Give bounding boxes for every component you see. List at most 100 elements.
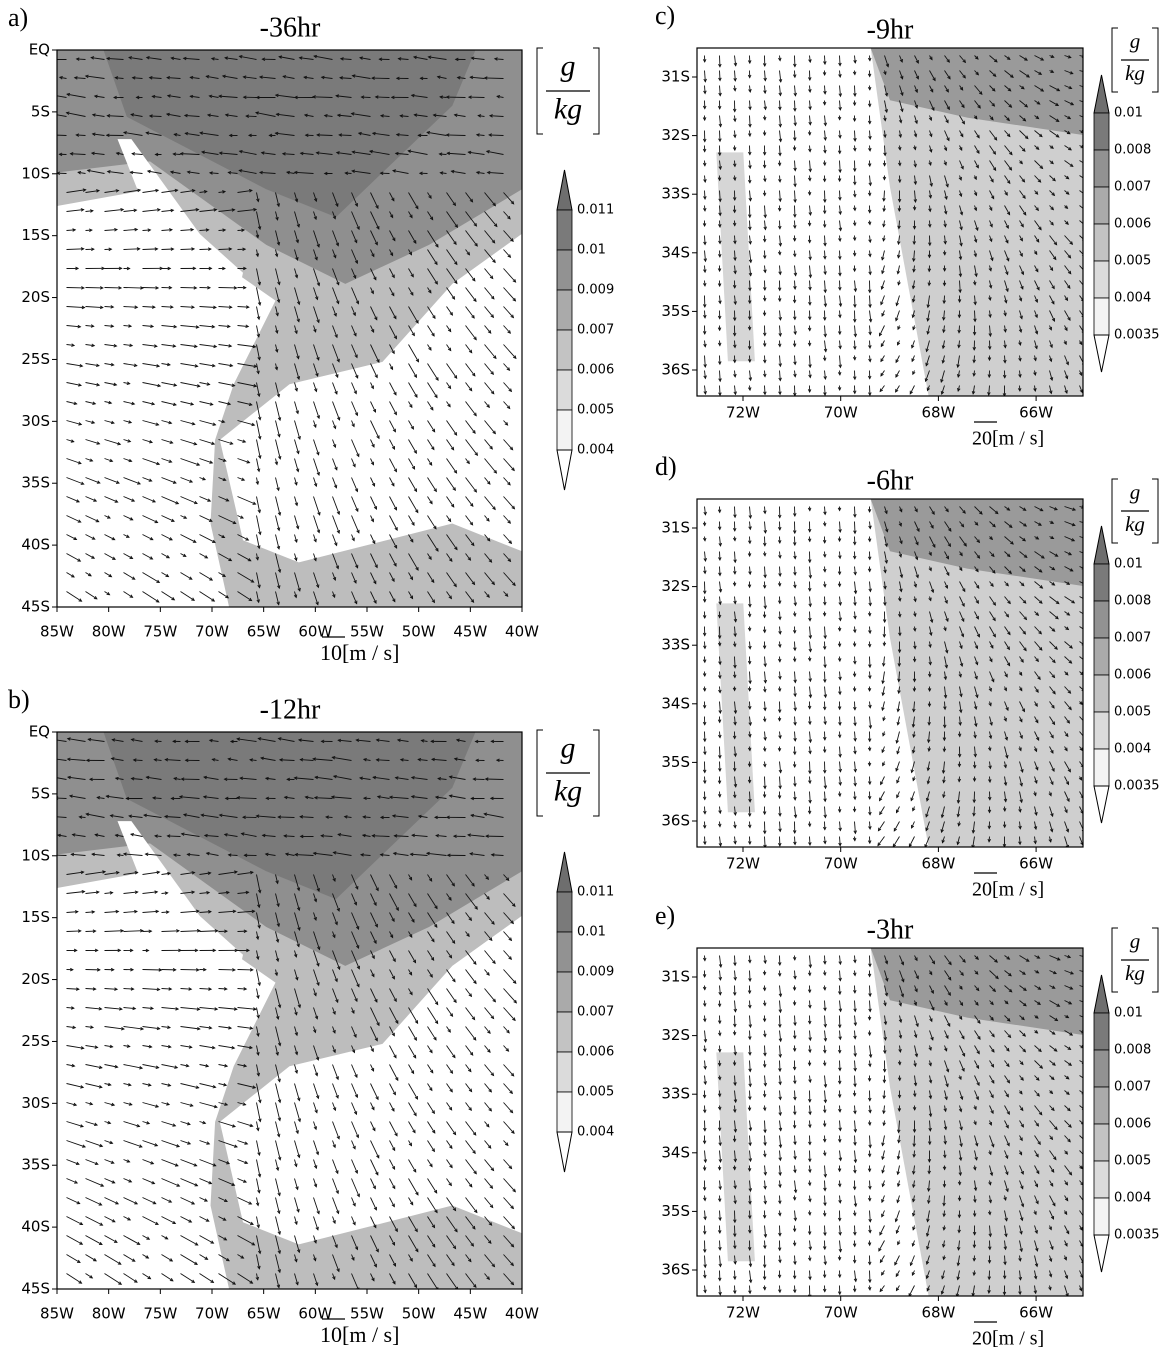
vector-head — [1085, 583, 1088, 585]
unit-bracket — [537, 48, 543, 134]
panel: b)-12hrEQ5S10S15S20S25S30S35S40S45S85W80… — [8, 685, 614, 1347]
y-tick-label: 20S — [21, 288, 50, 306]
y-tick-label: 40S — [21, 1218, 50, 1236]
andes-mask — [828, 499, 863, 770]
vector-head — [1083, 659, 1086, 662]
colorbar-segment — [1094, 224, 1109, 261]
unit-denominator: kg — [1125, 61, 1145, 85]
wind-vector — [167, 836, 180, 837]
colorbar-label: 0.005 — [1114, 254, 1151, 269]
y-tick-label: 15S — [21, 226, 50, 244]
y-tick-label: 30S — [21, 412, 50, 430]
unit-bracket — [1112, 28, 1118, 92]
x-tick-label: 65W — [247, 623, 281, 641]
x-tick-label: 55W — [350, 623, 384, 641]
wind-vector — [67, 931, 81, 932]
vector-head — [1084, 209, 1087, 212]
wind-vector — [489, 135, 503, 136]
colorbar-label: 0.011 — [577, 203, 614, 218]
y-tick-label: EQ — [29, 41, 50, 59]
colorbar-segment — [1094, 113, 1109, 150]
x-tick-label: 45W — [453, 623, 487, 641]
y-tick-label: 45S — [21, 598, 50, 616]
vector-head — [1085, 179, 1088, 182]
x-tick-label: 72W — [726, 404, 760, 422]
x-tick-label: 65W — [247, 1305, 281, 1323]
y-tick-label: 33S — [661, 185, 690, 203]
y-tick-label: 10S — [21, 164, 50, 182]
colorbar-segment — [1094, 150, 1109, 187]
y-tick-label: EQ — [29, 723, 50, 741]
colorbar-segment — [557, 290, 572, 330]
reference-vector-label: 10[m / s] — [320, 640, 399, 665]
colorbar-extension — [557, 852, 572, 892]
colorbar-segment — [557, 210, 572, 250]
y-tick-label: 40S — [21, 536, 50, 554]
wind-vector — [485, 78, 504, 79]
panel: c)-9hr31S32S33S34S35S36S72W70W68W66W20[m… — [655, 1, 1160, 450]
x-tick-label: 68W — [921, 404, 955, 422]
x-tick-label: 85W — [40, 623, 74, 641]
x-tick-label: 70W — [195, 1305, 229, 1323]
x-tick-label: 70W — [195, 623, 229, 641]
vector-head — [1084, 194, 1087, 197]
colorbar-label: 0.006 — [577, 363, 614, 378]
colorbar-label: 0.01 — [577, 925, 606, 940]
wind-vector — [317, 135, 332, 136]
vector-head — [1084, 70, 1087, 73]
vector-head — [53, 738, 56, 741]
wind-vector — [162, 249, 174, 250]
unit-numerator: g — [1130, 29, 1141, 53]
unit-bracket — [537, 730, 543, 816]
unit-denominator: kg — [554, 775, 582, 808]
x-tick-label: 40W — [505, 1305, 539, 1323]
x-tick-label: 75W — [143, 1305, 177, 1323]
map — [697, 499, 1089, 848]
vector-head — [1084, 116, 1087, 118]
panel-title: -12hr — [260, 694, 321, 725]
y-tick-label: 45S — [21, 1280, 50, 1298]
vector-head — [1084, 286, 1087, 289]
colorbar-extension — [557, 1132, 572, 1172]
x-tick-label: 40W — [505, 623, 539, 641]
vector-head — [51, 776, 54, 779]
wind-vector — [219, 249, 232, 250]
wind-vector — [486, 779, 504, 780]
panel: a)-36hrEQ5S10S15S20S25S30S35S40S45S85W80… — [8, 3, 614, 665]
unit-bracket — [593, 48, 599, 134]
y-tick-label: 25S — [21, 350, 50, 368]
x-tick-label: 66W — [1019, 404, 1053, 422]
x-tick-label: 80W — [92, 1305, 126, 1323]
wind-vector — [339, 135, 351, 136]
colorbar-label: 0.006 — [1114, 217, 1151, 232]
unit-numerator: g — [561, 50, 576, 83]
wind-vector — [447, 135, 466, 136]
y-tick-label: 36S — [661, 361, 690, 379]
colorbar-extension — [557, 170, 572, 210]
colorbar-label: 0.004 — [577, 1125, 614, 1140]
x-tick-label: 50W — [402, 623, 436, 641]
wind-vector — [124, 288, 144, 289]
colorbar-segment — [557, 1052, 572, 1092]
x-tick-label: 60W — [298, 623, 332, 641]
wind-vector — [143, 249, 158, 250]
panel-title: -36hr — [260, 12, 321, 43]
map — [48, 732, 522, 1290]
vector-head — [1086, 615, 1089, 618]
panel-title: -9hr — [867, 14, 914, 45]
x-tick-label: 80W — [92, 623, 126, 641]
colorbar-segment — [557, 1012, 572, 1052]
vector-head — [1087, 102, 1090, 105]
colorbar-segment — [1094, 261, 1109, 298]
panel-label: c) — [655, 1, 675, 30]
y-tick-label: 35S — [661, 302, 690, 320]
y-tick-label: 20S — [21, 970, 50, 988]
panel-title: -6hr — [867, 465, 914, 496]
x-tick-label: 70W — [824, 404, 858, 422]
colorbar-label: 0.01 — [577, 243, 606, 258]
colorbar-segment — [557, 972, 572, 1012]
map — [48, 50, 522, 607]
colorbar-label: 0.01 — [1114, 106, 1143, 121]
wind-vector — [181, 249, 195, 250]
